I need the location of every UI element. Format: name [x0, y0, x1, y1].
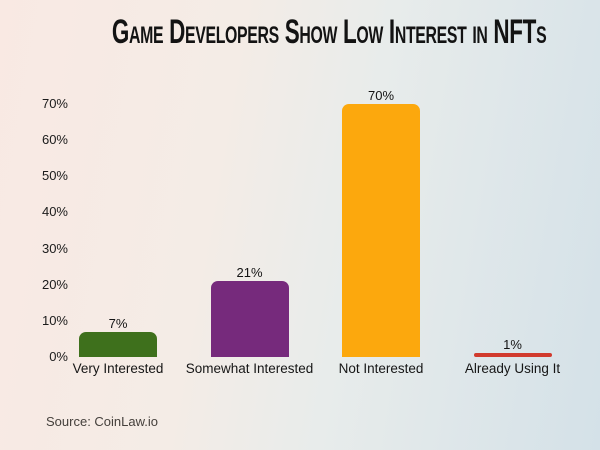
x-axis-category-label-very-interested: Very Interested [72, 361, 164, 376]
y-axis-tick-label: 10% [41, 312, 68, 328]
bar-value-label-not-interested: 70% [367, 88, 395, 103]
y-axis-tick-label: 20% [41, 276, 68, 292]
bar-not-interested [342, 104, 420, 357]
bar-value-label-already-using-it: 1% [503, 337, 522, 353]
chart-title-text: Game Developers Show Low Interest in NFT… [111, 13, 547, 51]
y-axis-tick-label: 40% [41, 204, 68, 220]
bar-somewhat-interested [210, 281, 289, 357]
bar-value-label-somewhat-interested: 21% [236, 265, 263, 281]
y-axis-tick-label: 70% [41, 96, 68, 111]
bar-already-using-it [473, 353, 552, 357]
bar-very-interested [79, 331, 157, 357]
x-axis-category-label-not-interested: Not Interested [338, 361, 424, 376]
y-axis-tick-label: 50% [41, 168, 68, 184]
source-attribution: Source: CoinLaw.io [46, 414, 159, 429]
y-axis-tick-label: 0% [49, 349, 68, 364]
y-axis-tick-label: 30% [41, 240, 68, 256]
x-axis-category-label-already-using-it: Already Using It [464, 361, 561, 376]
x-axis-category-label-somewhat-interested: Somewhat Interested [185, 361, 314, 376]
y-axis-tick-label: 60% [41, 132, 68, 148]
bar-value-label-very-interested: 7% [108, 315, 128, 331]
chart-title: Game Developers Show Low Interest in NFT… [0, 13, 600, 52]
